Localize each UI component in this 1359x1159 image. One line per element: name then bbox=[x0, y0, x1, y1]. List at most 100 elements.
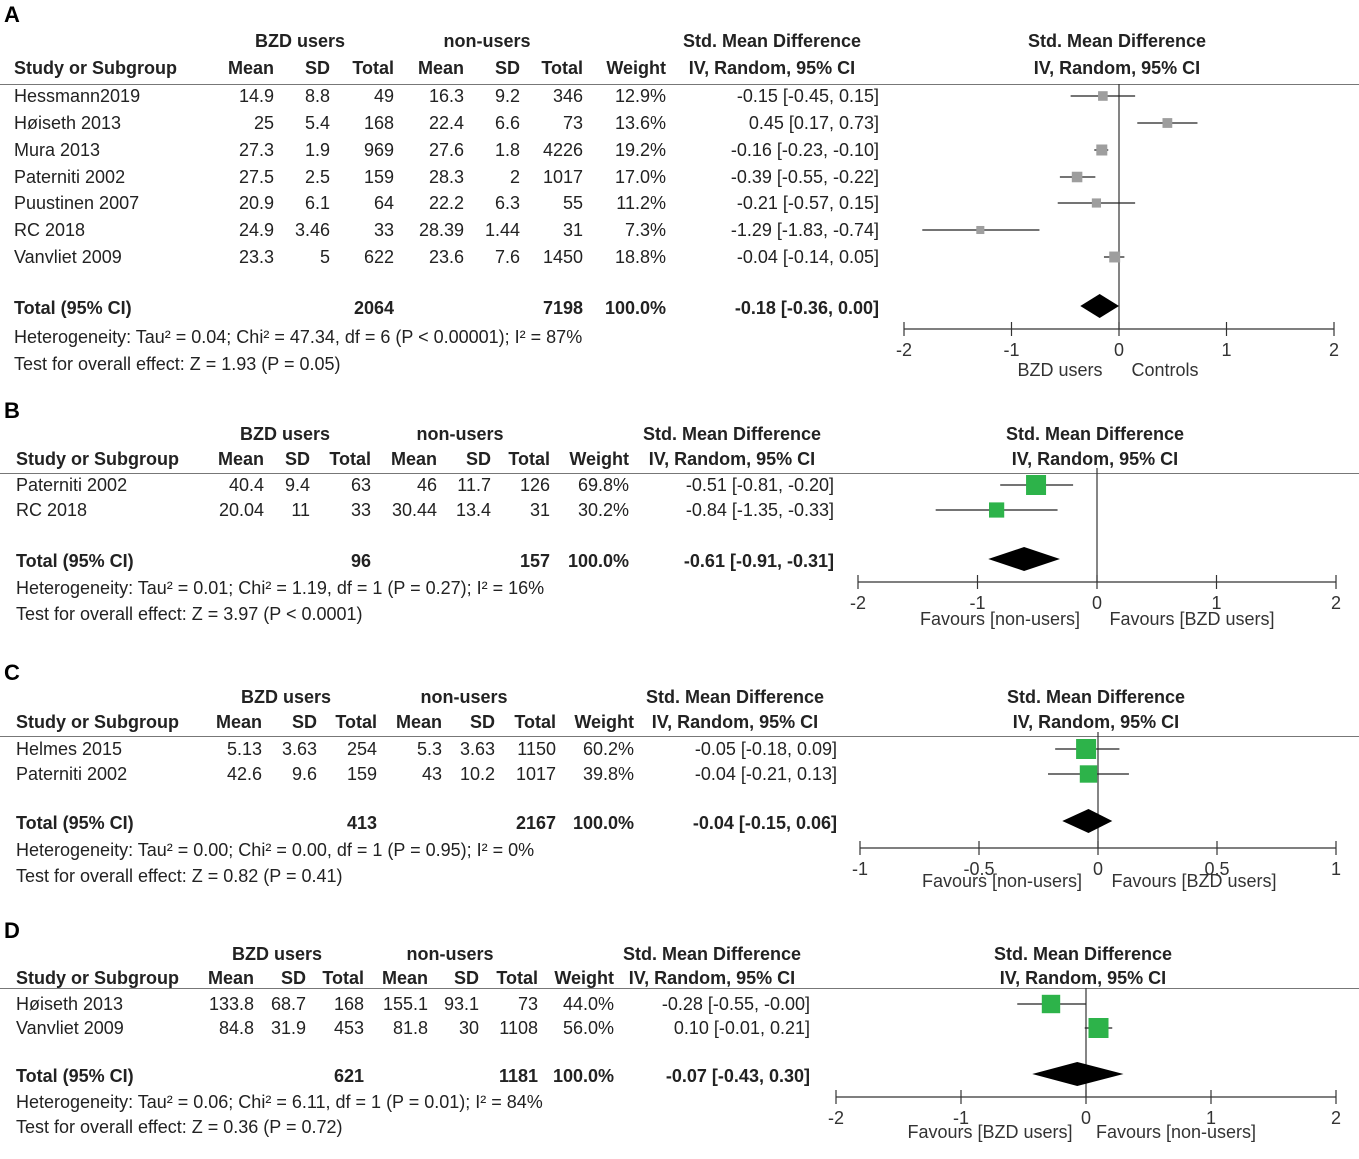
col-header-study: Study or Subgroup bbox=[16, 712, 179, 732]
study-mean2: 43 bbox=[421, 764, 442, 784]
study-mean1: 25 bbox=[253, 113, 274, 133]
study-sd1: 31.9 bbox=[270, 1018, 306, 1038]
study-point-estimate bbox=[1041, 994, 1061, 1014]
study-weight: 44.0% bbox=[562, 994, 614, 1014]
forest-plot: -2 -1 0 1 2 Favours [non-users] Favours [BZD u… bbox=[850, 468, 1341, 629]
forest-panel-d: D BZD users non-users Std. Mean Difference S… bbox=[0, 918, 1359, 1159]
heterogeneity-text: Heterogeneity: Tau² = 0.06; Chi² = 6.11,… bbox=[16, 1092, 543, 1112]
study-sd1: 3.63 bbox=[281, 739, 317, 759]
overall-effect-text: Test for overall effect: Z = 1.93 (P = 0… bbox=[14, 354, 341, 374]
total-label: Total (95% CI) bbox=[16, 813, 134, 833]
study-sd1: 2.5 bbox=[304, 167, 330, 187]
study-ci: -0.05 [-0.18, 0.09] bbox=[694, 739, 837, 759]
heterogeneity-text: Heterogeneity: Tau² = 0.01; Chi² = 1.19,… bbox=[16, 578, 545, 598]
forest-panel-c: C BZD users non-users Std. Mean Difference S… bbox=[0, 660, 1359, 918]
study-total2: 346 bbox=[552, 86, 583, 106]
study-name: Vanvliet 2009 bbox=[16, 1018, 124, 1038]
study-total1: 49 bbox=[373, 86, 394, 106]
col-header-mean2: Mean bbox=[390, 449, 437, 469]
x-axis-tick-label: 1 bbox=[1211, 593, 1221, 613]
study-sd2: 6.3 bbox=[494, 193, 520, 213]
study-mean2: 22.2 bbox=[428, 193, 464, 213]
total-n1: 621 bbox=[333, 1066, 364, 1086]
study-total2: 1017 bbox=[542, 167, 583, 187]
total-n1: 413 bbox=[346, 813, 377, 833]
study-total2: 1017 bbox=[515, 764, 556, 784]
total-ci: -0.18 [-0.36, 0.00] bbox=[734, 298, 879, 318]
study-sd2: 3.63 bbox=[459, 739, 495, 759]
col-header-method: IV, Random, 95% CI bbox=[651, 712, 819, 732]
x-axis-tick-label: -2 bbox=[828, 1108, 844, 1128]
col-header-study: Study or Subgroup bbox=[14, 58, 177, 78]
study-weight: 56.0% bbox=[562, 1018, 614, 1038]
x-axis-tick-label: 2 bbox=[1331, 1108, 1341, 1128]
study-mean1: 84.8 bbox=[218, 1018, 254, 1038]
study-weight: 30.2% bbox=[577, 500, 629, 520]
favours-left-label: Favours [BZD users] bbox=[907, 1122, 1072, 1142]
overall-effect-text: Test for overall effect: Z = 0.82 (P = 0… bbox=[16, 866, 343, 886]
study-name: Høiseth 2013 bbox=[14, 113, 122, 133]
header-divider bbox=[0, 736, 1359, 737]
study-name: Mura 2013 bbox=[14, 140, 101, 160]
col-header-method: IV, Random, 95% CI bbox=[648, 449, 816, 469]
study-sd1: 3.46 bbox=[294, 220, 330, 240]
study-sd2: 6.6 bbox=[494, 113, 520, 133]
study-mean1: 24.9 bbox=[238, 220, 274, 240]
col-header-total1: Total bbox=[322, 968, 364, 988]
col-header-total1: Total bbox=[329, 449, 371, 469]
total-n2: 2167 bbox=[515, 813, 556, 833]
study-mean1: 42.6 bbox=[226, 764, 262, 784]
study-point-estimate bbox=[1091, 198, 1102, 208]
study-weight: 18.8% bbox=[614, 247, 666, 267]
study-ci: -0.04 [-0.21, 0.13] bbox=[694, 764, 837, 784]
col-header-mean1: Mean bbox=[215, 712, 262, 732]
study-mean1: 5.13 bbox=[226, 739, 262, 759]
plot-method-header: IV, Random, 95% CI bbox=[1011, 449, 1179, 469]
overall-effect-text: Test for overall effect: Z = 0.36 (P = 0… bbox=[16, 1117, 343, 1137]
study-total2: 126 bbox=[519, 475, 550, 495]
col-header-weight: Weight bbox=[606, 58, 666, 78]
study-sd1: 11 bbox=[291, 500, 310, 520]
study-weight: 12.9% bbox=[614, 86, 666, 106]
study-sd2: 9.2 bbox=[494, 86, 520, 106]
total-n1: 96 bbox=[350, 551, 371, 571]
study-ci: -0.04 [-0.14, 0.05] bbox=[736, 247, 879, 267]
favours-right-label: Favours [BZD users] bbox=[1111, 871, 1276, 891]
favours-right-label: Favours [BZD users] bbox=[1109, 609, 1274, 629]
study-ci: -0.51 [-0.81, -0.20] bbox=[685, 475, 834, 495]
study-total1: 159 bbox=[363, 167, 394, 187]
x-axis-tick-label: 0 bbox=[1092, 593, 1102, 613]
study-ci: -0.16 [-0.23, -0.10] bbox=[730, 140, 879, 160]
total-weight: 100.0% bbox=[572, 813, 634, 833]
col-header-mean1: Mean bbox=[217, 449, 264, 469]
plot-header: Std. Mean Difference bbox=[1027, 31, 1207, 51]
group1-header: BZD users bbox=[231, 944, 323, 964]
total-ci: -0.61 [-0.91, -0.31] bbox=[683, 551, 834, 571]
x-axis-tick-label: 0.5 bbox=[1204, 859, 1229, 879]
study-weight: 69.8% bbox=[577, 475, 629, 495]
study-name: Puustinen 2007 bbox=[14, 193, 140, 213]
study-mean2: 22.4 bbox=[428, 113, 464, 133]
plot-method-header: IV, Random, 95% CI bbox=[1012, 712, 1180, 732]
study-point-estimate bbox=[1162, 118, 1173, 128]
study-weight: 17.0% bbox=[614, 167, 666, 187]
favours-left-label: Favours [non-users] bbox=[922, 871, 1082, 891]
total-weight: 100.0% bbox=[604, 298, 666, 318]
heterogeneity-text: Heterogeneity: Tau² = 0.00; Chi² = 0.00,… bbox=[16, 840, 535, 860]
study-point-estimate bbox=[989, 502, 1005, 518]
col-header-weight: Weight bbox=[554, 968, 614, 988]
study-ci: 0.10 [-0.01, 0.21] bbox=[673, 1018, 810, 1038]
plot-method-header: IV, Random, 95% CI bbox=[1033, 58, 1201, 78]
favours-left-label: Favours [non-users] bbox=[920, 609, 1080, 629]
total-ci: -0.07 [-0.43, 0.30] bbox=[665, 1066, 810, 1086]
panel-label: B bbox=[4, 398, 20, 423]
header-divider bbox=[0, 84, 1359, 85]
total-label: Total (95% CI) bbox=[14, 298, 132, 318]
group2-header: non-users bbox=[416, 424, 504, 444]
summary-diamond bbox=[988, 547, 1060, 571]
study-mean2: 81.8 bbox=[392, 1018, 428, 1038]
forest-panel-b: B BZD users non-users Std. Mean Difference S… bbox=[0, 398, 1359, 660]
study-ci: -0.39 [-0.55, -0.22] bbox=[730, 167, 879, 187]
study-mean1: 20.9 bbox=[238, 193, 274, 213]
study-name: Hessmann2019 bbox=[14, 86, 141, 106]
